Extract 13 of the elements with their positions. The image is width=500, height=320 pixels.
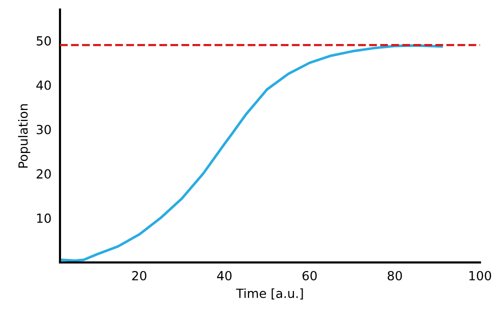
x-tick-label: 100 xyxy=(469,270,492,280)
x-tick-label: 20 xyxy=(132,270,146,280)
y-tick-label: 20 xyxy=(36,169,51,179)
x-tick-label: 60 xyxy=(302,270,317,280)
y-tick-label: 10 xyxy=(37,214,51,223)
x-tick-label: 80 xyxy=(388,270,402,280)
y-tick-label: 30 xyxy=(36,124,51,134)
line-series xyxy=(60,44,443,262)
x-tick-label: 40 xyxy=(217,270,232,280)
y-axis-title: Population xyxy=(18,104,30,168)
y-tick-label: 40 xyxy=(36,80,51,90)
y-tick-label: 50 xyxy=(36,36,51,46)
x-axis-title: Time [a.u.] xyxy=(236,288,303,300)
